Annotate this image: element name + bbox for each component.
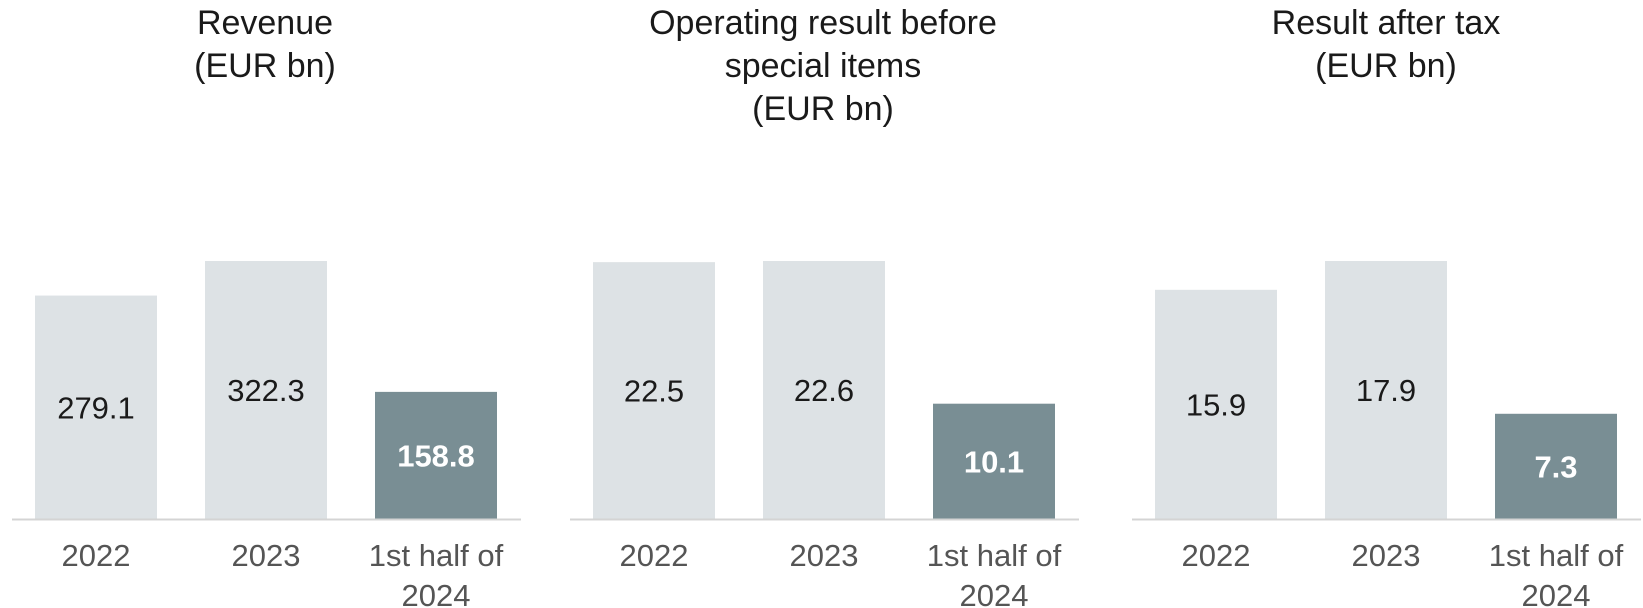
x-tick-label: 2023 [790, 538, 859, 573]
x-tick-label: 1st half of [927, 538, 1062, 573]
chart-panel-1: Revenue (EUR bn) 279.1 2022 322.3 2023 158.8 1s… [12, 4, 521, 608]
chart-title-line: Result after tax [1272, 4, 1501, 42]
chart-title-line: Revenue [197, 4, 333, 42]
x-tick-label: 2024 [960, 578, 1029, 608]
bar [593, 262, 715, 519]
chart-title-line: (EUR bn) [752, 90, 894, 128]
x-tick-label: 1st half of [369, 538, 504, 573]
x-tick-label: 2022 [620, 538, 689, 573]
data-label: 22.5 [624, 374, 684, 409]
x-tick-label: 2022 [1182, 538, 1251, 573]
bar [205, 261, 327, 519]
bar-highlight [375, 391, 497, 519]
bar-highlight [1495, 413, 1617, 519]
chart-panel-3: Result after tax (EUR bn) 15.9 2022 17.9 2023… [1132, 4, 1641, 608]
chart-title-line: (EUR bn) [194, 47, 336, 85]
bar [35, 295, 157, 519]
x-tick-label: 2024 [1522, 578, 1591, 608]
data-label: 17.9 [1356, 373, 1416, 408]
x-tick-label: 1st half of [1489, 538, 1624, 573]
bar-highlight [933, 403, 1055, 519]
data-label: 158.8 [397, 438, 475, 473]
x-tick-label: 2023 [1352, 538, 1421, 573]
bar [763, 261, 885, 519]
x-tick-label: 2024 [402, 578, 471, 608]
data-label: 22.6 [794, 373, 854, 408]
chart-title-line: special items [725, 47, 922, 85]
data-label: 322.3 [227, 373, 305, 408]
bar [1155, 289, 1277, 519]
chart-panel-2: Operating result before special items (EUR… [570, 4, 1079, 608]
bar [1325, 261, 1447, 519]
data-label: 279.1 [57, 390, 135, 425]
chart-title-line: (EUR bn) [1315, 47, 1457, 85]
x-tick-label: 2022 [62, 538, 131, 573]
data-label: 7.3 [1534, 449, 1577, 484]
data-label: 15.9 [1186, 387, 1246, 422]
x-tick-label: 2023 [232, 538, 301, 573]
chart-title-line: Operating result before [649, 4, 997, 42]
data-label: 10.1 [964, 444, 1024, 479]
